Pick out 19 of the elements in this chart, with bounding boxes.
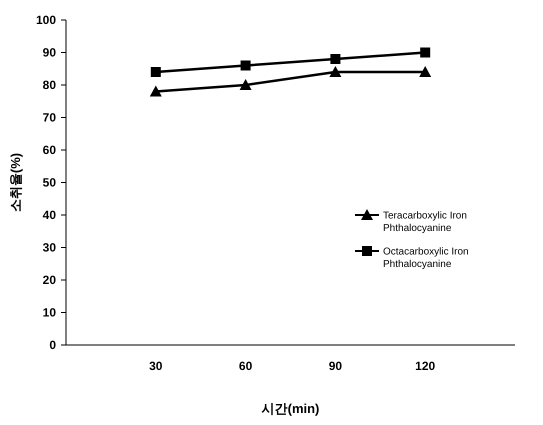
y-tick-label: 80 xyxy=(42,78,56,92)
legend-label: Teracarboxylic Iron Phthalocyanine xyxy=(383,210,467,234)
x-tick-label: 30 xyxy=(149,359,163,373)
x-tick-label: 120 xyxy=(415,359,436,373)
y-axis-title: 소취율(%) xyxy=(8,152,23,212)
legend-label: Octacarboxylic Iron Phthalocyanine xyxy=(383,246,469,270)
y-tick-label: 20 xyxy=(42,273,56,288)
y-tick-label: 50 xyxy=(42,176,56,190)
y-tick-label: 40 xyxy=(42,208,56,222)
x-tick-label: 90 xyxy=(328,359,342,373)
x-tick-label: 60 xyxy=(238,359,253,373)
y-tick-label: 100 xyxy=(36,13,56,28)
y-tick-label: 90 xyxy=(42,46,56,60)
x-axis-title: 시간(min) xyxy=(262,401,320,416)
y-tick-label: 10 xyxy=(42,306,56,320)
y-tick-label: 70 xyxy=(42,110,56,125)
y-tick-label: 60 xyxy=(42,143,56,158)
y-tick-label: 30 xyxy=(42,240,56,255)
y-tick-label: 0 xyxy=(49,338,56,352)
